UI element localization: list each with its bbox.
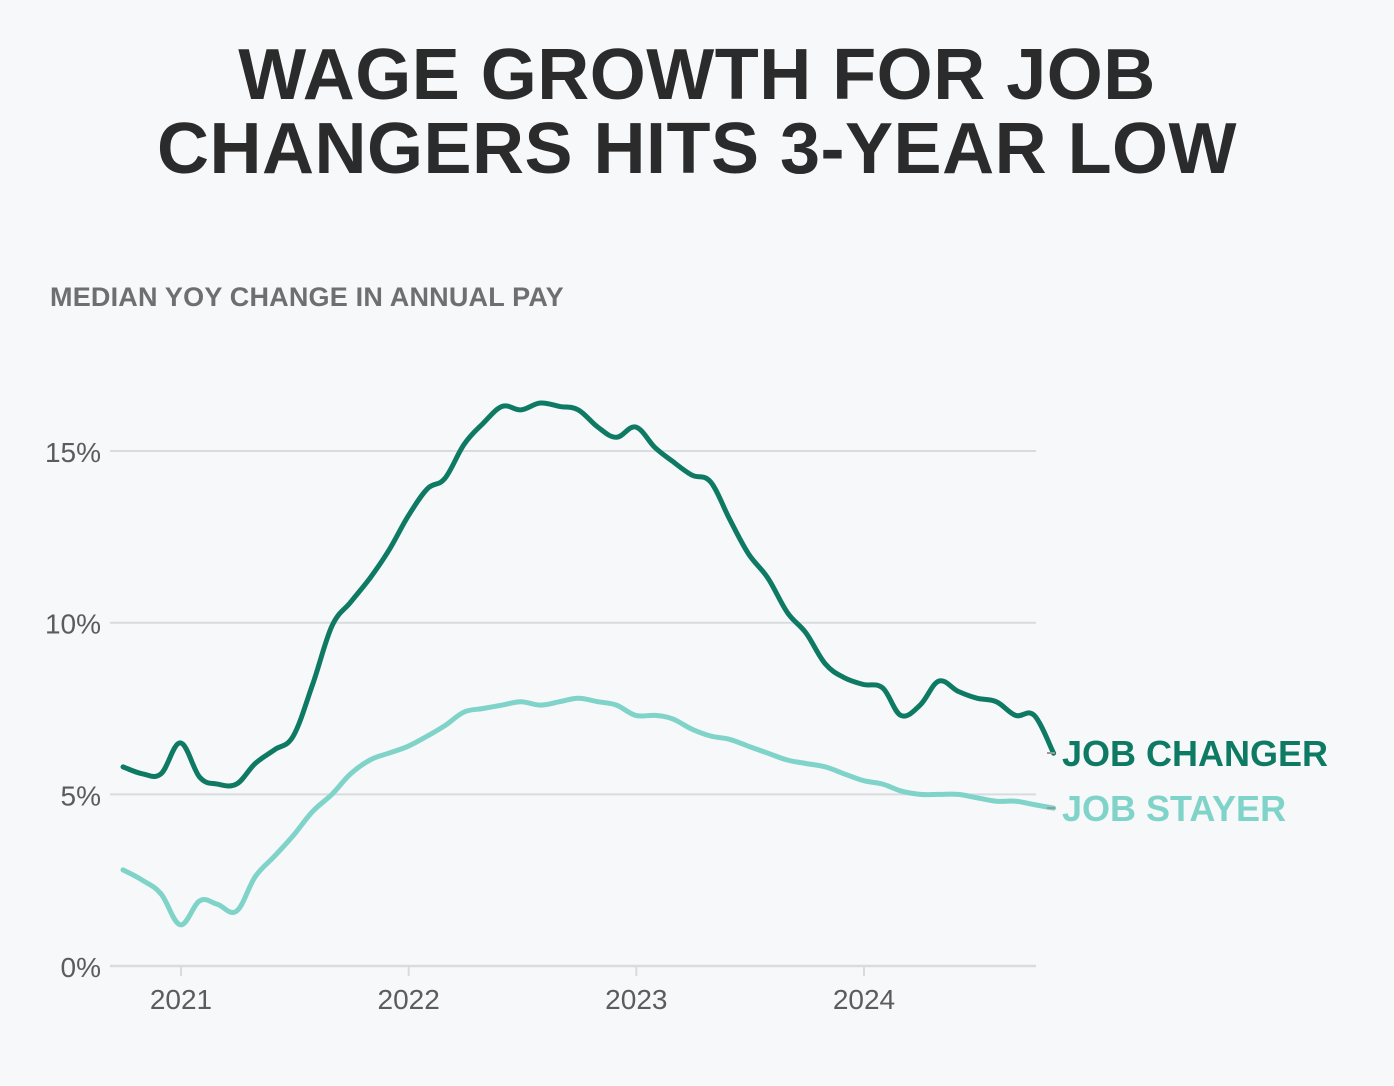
- x-tick-label: 2021: [150, 984, 212, 1015]
- x-tick-label: 2022: [378, 984, 440, 1015]
- y-tick-label: 10%: [45, 609, 101, 640]
- job-changer-label: JOB CHANGER: [1062, 733, 1328, 774]
- x-tick-label: 2023: [605, 984, 667, 1015]
- y-tick-label: 0%: [61, 952, 101, 983]
- chart-title: WAGE GROWTH FOR JOB CHANGERS HITS 3-YEAR…: [0, 38, 1394, 186]
- chart-subtitle: MEDIAN YOY CHANGE IN ANNUAL PAY: [50, 282, 564, 312]
- job-changer-line: [120, 400, 1057, 789]
- chart-title-line-1: WAGE GROWTH FOR JOB: [238, 35, 1156, 115]
- series-lines: [120, 400, 1057, 928]
- series-labels: JOB CHANGER JOB STAYER: [1047, 733, 1328, 829]
- gridlines: [110, 450, 1036, 968]
- chart-title-line-2: CHANGERS HITS 3-YEAR LOW: [156, 109, 1238, 189]
- axes: 0% 5% 10% 15% 2021 2022 2023 2024: [45, 437, 895, 1015]
- x-tick-label: 2024: [833, 984, 895, 1015]
- job-stayer-label: JOB STAYER: [1062, 788, 1286, 829]
- y-tick-label: 5%: [61, 780, 101, 811]
- job-stayer-line: [120, 695, 1057, 928]
- y-tick-label: 15%: [45, 437, 101, 468]
